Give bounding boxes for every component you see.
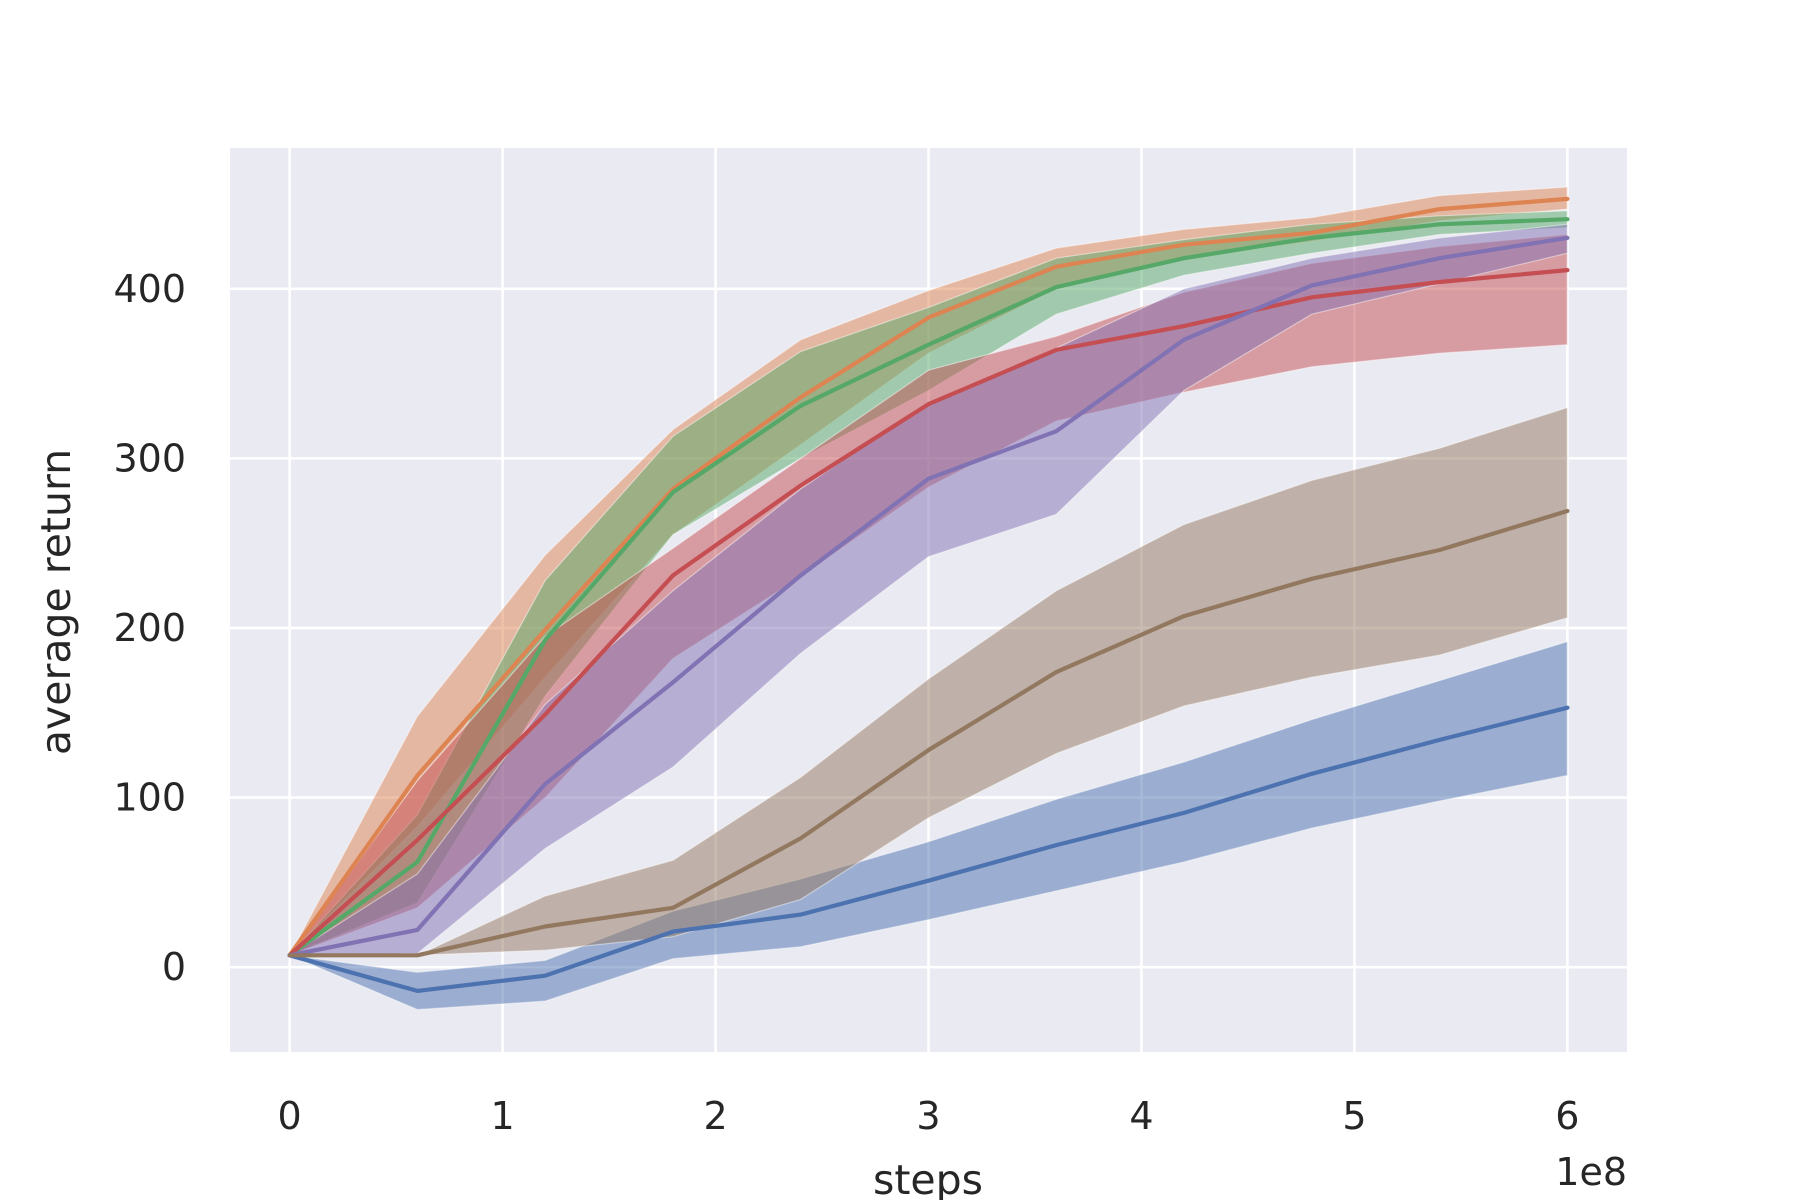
x-tick-label: 1 bbox=[490, 1094, 514, 1138]
x-tick-label: 0 bbox=[278, 1094, 302, 1138]
y-tick-labels: 0 100 200 300 400 bbox=[113, 267, 186, 989]
y-tick-label: 200 bbox=[113, 606, 186, 650]
x-tick-label: 4 bbox=[1129, 1094, 1153, 1138]
series-3-line bbox=[287, 217, 1570, 958]
confidence-bands bbox=[287, 186, 1569, 1011]
x-tick-label: 6 bbox=[1555, 1094, 1579, 1138]
series-1-line bbox=[287, 705, 1570, 994]
x-tick-label: 3 bbox=[916, 1094, 940, 1138]
x-axis-label: steps bbox=[873, 1156, 983, 1200]
series-lines bbox=[287, 196, 1570, 994]
series-4-line bbox=[287, 268, 1570, 958]
y-tick-label: 300 bbox=[113, 436, 186, 480]
y-tick-label: 400 bbox=[113, 267, 186, 311]
y-tick-label: 100 bbox=[113, 776, 186, 820]
x-tick-labels: 0 1 2 3 4 5 6 bbox=[278, 1094, 1580, 1138]
y-axis-label: average return bbox=[32, 449, 80, 755]
series-2-line bbox=[287, 196, 1570, 958]
x-tick-label: 2 bbox=[703, 1094, 727, 1138]
x-tick-label: 5 bbox=[1342, 1094, 1366, 1138]
x-offset-label: 1e8 bbox=[1555, 1150, 1627, 1194]
series-6-line bbox=[287, 508, 1570, 958]
y-tick-label: 0 bbox=[162, 945, 186, 989]
series-5-line bbox=[287, 235, 1570, 958]
